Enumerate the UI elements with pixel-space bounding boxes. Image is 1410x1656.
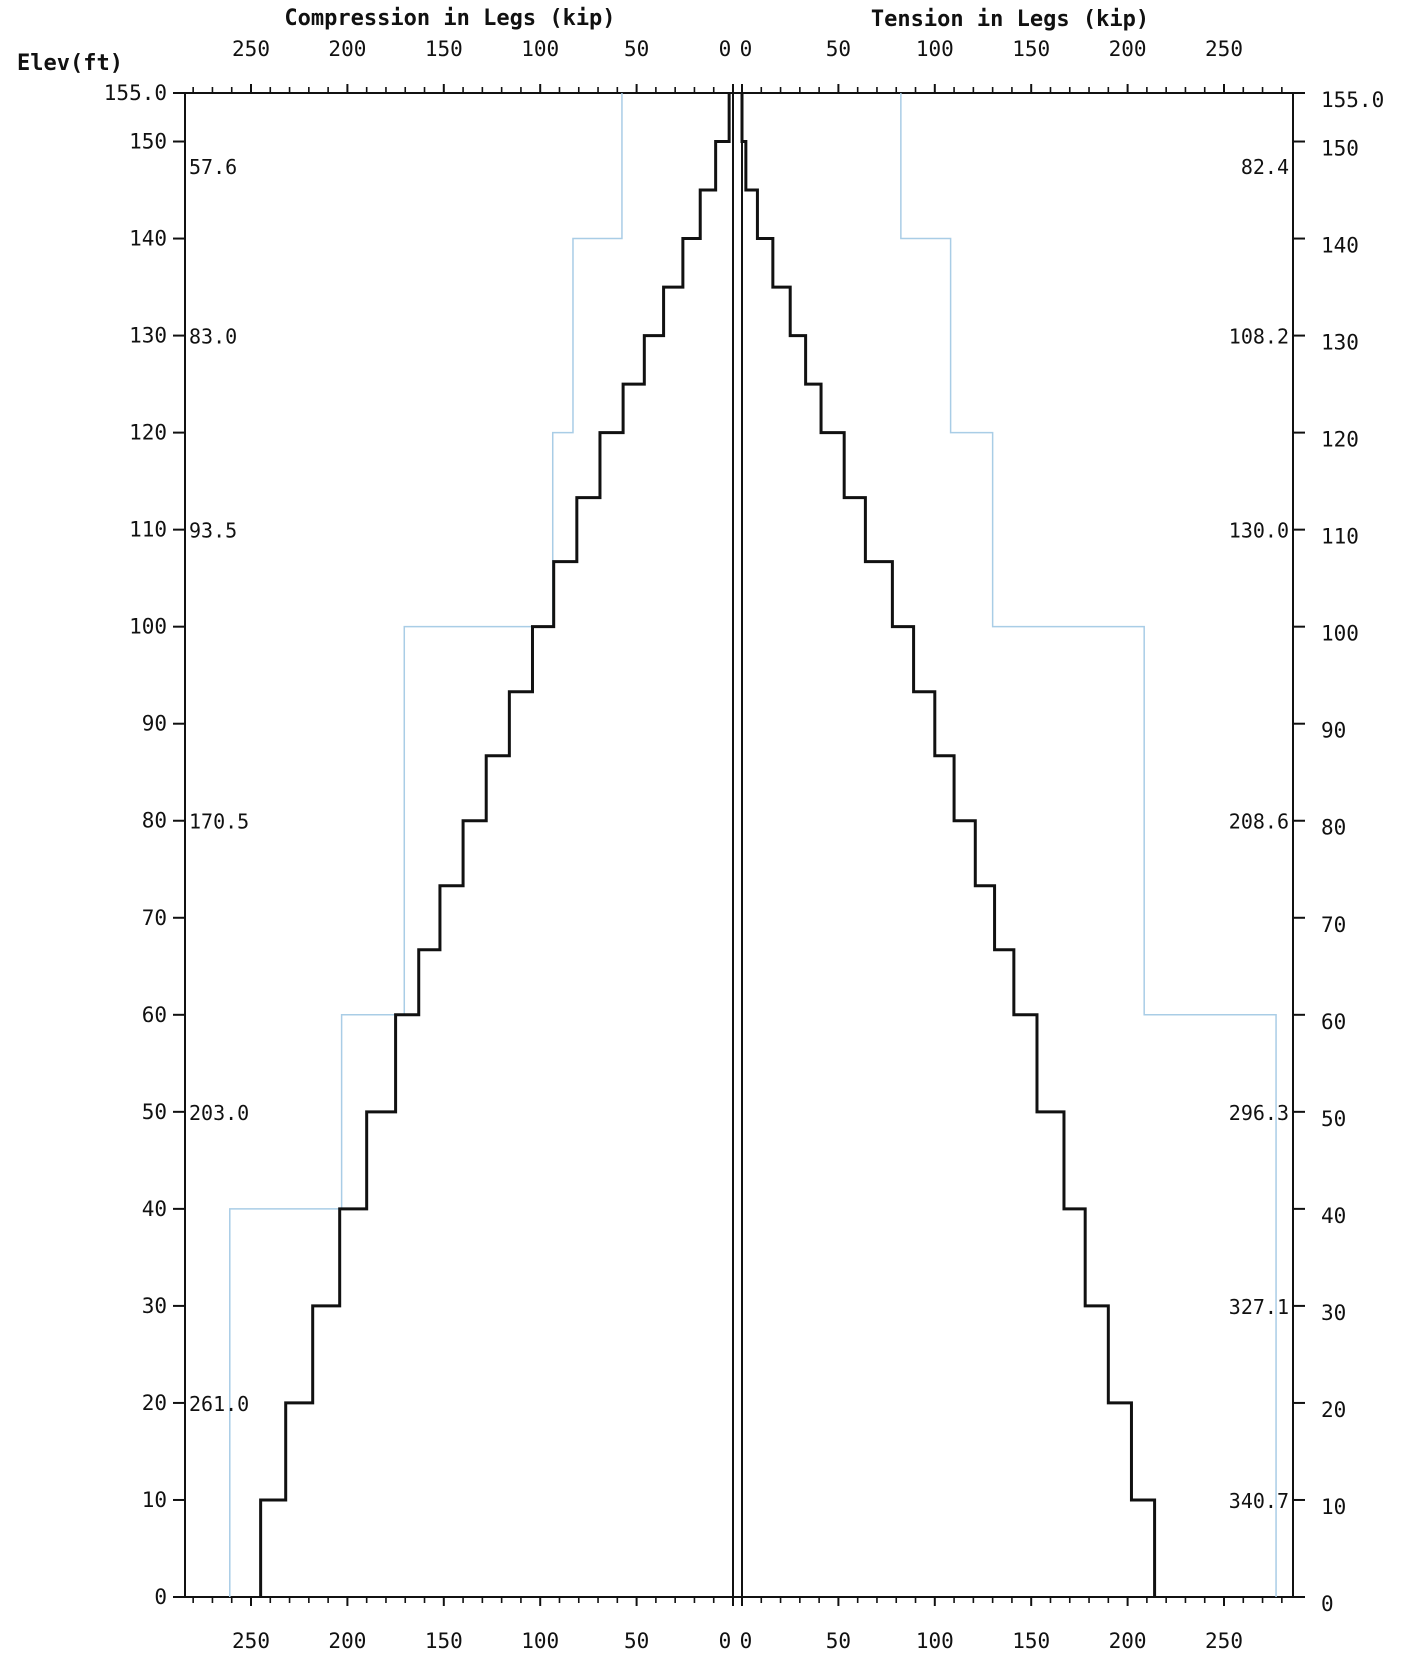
capacity-group: [229, 93, 1277, 1597]
capacity-label-group: 261.0 203.0 170.5 93.5 83.0 57.6 340.7 327.1 296…: [189, 155, 1289, 1513]
right-y-tick-label: 0: [1321, 1592, 1334, 1616]
tension-capacity-label: 208.6: [1229, 810, 1289, 834]
left-y-tick-label: 130: [129, 324, 167, 348]
tension-title: Tension in Legs (kip): [871, 7, 1149, 32]
tension-bottom-tick-label: 50: [826, 1629, 851, 1653]
compression-top-tick-label: 0: [719, 37, 732, 61]
right-y-tick-label: 10: [1321, 1495, 1346, 1519]
left-y-tick-label: 110: [129, 518, 167, 542]
compression-top-tick-label: 100: [521, 37, 559, 61]
tick-label-group: 2502502002001501501001005050000050501001…: [104, 37, 1384, 1653]
left-y-tick-label: 20: [142, 1391, 167, 1415]
right-y-tick-label: 90: [1321, 719, 1346, 743]
left-y-tick-label: 90: [142, 712, 167, 736]
right-y-tick-label: 50: [1321, 1107, 1346, 1131]
tension-top-tick-label: 200: [1109, 37, 1147, 61]
left-y-tick-label: 10: [142, 1488, 167, 1512]
compression-bottom-tick-label: 150: [425, 1629, 463, 1653]
left-y-tick-label: 0: [154, 1585, 167, 1609]
right-y-tick-label: 120: [1321, 428, 1359, 452]
compression-capacity-label: 83.0: [189, 325, 237, 349]
tension-capacity-label: 327.1: [1229, 1295, 1289, 1319]
left-y-tick-label: 70: [142, 906, 167, 930]
compression-capacity-label: 170.5: [189, 810, 249, 834]
left-y-tick-label: 100: [129, 615, 167, 639]
right-y-tick-label: 110: [1321, 525, 1359, 549]
tension-capacity-label: 108.2: [1229, 325, 1289, 349]
compression-top-tick-label: 200: [328, 37, 366, 61]
right-y-tick-label: 80: [1321, 816, 1346, 840]
compression-capacity-label: 261.0: [189, 1392, 249, 1416]
compression-bottom-tick-label: 50: [624, 1629, 649, 1653]
left-y-tick-label: 60: [142, 1003, 167, 1027]
tension-capacity-label: 340.7: [1229, 1489, 1289, 1513]
tension-force-line: [740, 93, 1157, 1597]
left-y-tick-label: 155.0: [104, 81, 167, 105]
tension-capacity-label: 82.4: [1241, 155, 1289, 179]
right-y-tick-label: 70: [1321, 913, 1346, 937]
tension-top-tick-label: 0: [740, 37, 753, 61]
tension-bottom-tick-label: 150: [1012, 1629, 1050, 1653]
tick-group: [173, 84, 1305, 1606]
left-y-tick-label: 50: [142, 1100, 167, 1124]
left-y-tick-label: 120: [129, 421, 167, 445]
tension-bottom-tick-label: 200: [1109, 1629, 1147, 1653]
compression-bottom-tick-label: 250: [232, 1629, 270, 1653]
right-y-tick-label: 150: [1321, 137, 1359, 161]
left-y-tick-label: 80: [142, 809, 167, 833]
tension-bottom-tick-label: 100: [916, 1629, 954, 1653]
tension-capacity-label: 130.0: [1229, 519, 1289, 543]
right-y-tick-label: 30: [1321, 1301, 1346, 1325]
tension-bottom-tick-label: 0: [740, 1629, 753, 1653]
compression-top-tick-label: 250: [232, 37, 270, 61]
elevation-axis-label: Elev(ft): [17, 51, 123, 76]
right-y-tick-label: 130: [1321, 331, 1359, 355]
tension-capacity-label: 296.3: [1229, 1101, 1289, 1125]
right-y-tick-label: 100: [1321, 622, 1359, 646]
tension-top-tick-label: 100: [916, 37, 954, 61]
compression-bottom-tick-label: 200: [328, 1629, 366, 1653]
compression-force-line: [259, 93, 731, 1597]
compression-bottom-tick-label: 0: [719, 1629, 732, 1653]
compression-capacity-label: 93.5: [189, 519, 237, 543]
tension-top-tick-label: 150: [1012, 37, 1050, 61]
right-y-tick-label: 155.0: [1321, 88, 1384, 112]
right-y-tick-label: 40: [1321, 1204, 1346, 1228]
left-y-tick-label: 140: [129, 227, 167, 251]
compression-top-tick-label: 150: [425, 37, 463, 61]
compression-capacity-line: [229, 93, 623, 1597]
left-y-tick-label: 150: [129, 130, 167, 154]
left-y-tick-label: 30: [142, 1294, 167, 1318]
tension-capacity-line: [900, 93, 1277, 1597]
tension-top-tick-label: 50: [826, 37, 851, 61]
right-y-tick-label: 140: [1321, 234, 1359, 258]
tension-top-tick-label: 250: [1205, 37, 1243, 61]
compression-capacity-label: 203.0: [189, 1101, 249, 1125]
compression-top-tick-label: 50: [624, 37, 649, 61]
compression-capacity-label: 57.6: [189, 155, 237, 179]
axes-group: [184, 92, 1294, 1598]
left-y-tick-label: 40: [142, 1197, 167, 1221]
right-y-tick-label: 60: [1321, 1010, 1346, 1034]
compression-bottom-tick-label: 100: [521, 1629, 559, 1653]
force-group: [259, 93, 1157, 1597]
right-y-tick-label: 20: [1321, 1398, 1346, 1422]
tension-bottom-tick-label: 250: [1205, 1629, 1243, 1653]
compression-title: Compression in Legs (kip): [284, 6, 615, 31]
